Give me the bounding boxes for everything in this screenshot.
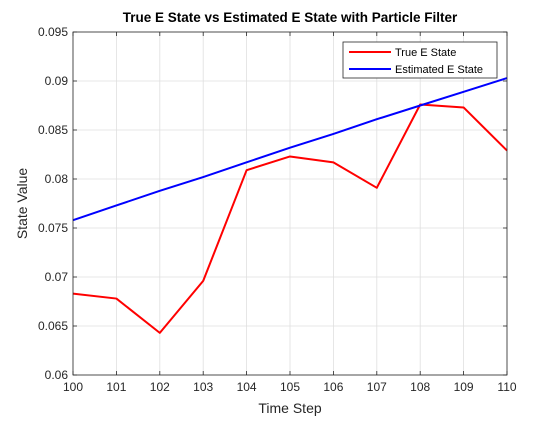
x-axis-label: Time Step: [258, 400, 321, 416]
series-line-true-e-state[interactable]: [72, 103, 508, 334]
x-tick-label: 104: [237, 380, 257, 394]
x-tick-label: 100: [63, 380, 83, 394]
legend-box: [342, 41, 498, 79]
x-tick-label: 101: [106, 380, 126, 394]
legend[interactable]: True E State Estimated E State: [342, 41, 498, 79]
series-lines: [72, 77, 508, 334]
y-axis-label: State Value: [14, 168, 30, 240]
x-tick-label: 102: [150, 380, 170, 394]
y-tick-label: 0.06: [45, 368, 69, 382]
axis-ticks: 100 101 102 103 104 105 106 107 108 109 110 0.06 0.0…: [38, 25, 517, 394]
x-tick-label: 109: [454, 380, 474, 394]
y-tick-label: 0.08: [45, 172, 69, 186]
y-tick-label: 0.095: [38, 25, 68, 39]
legend-label-estimated-e-state: Estimated E State: [395, 64, 483, 76]
y-tick-label: 0.07: [45, 270, 69, 284]
y-tick-label: 0.085: [38, 123, 68, 137]
chart-title: True E State vs Estimated E State with P…: [123, 10, 458, 25]
x-tick-label: 105: [280, 380, 300, 394]
legend-label-true-e-state: True E State: [395, 47, 456, 59]
x-tick-label: 106: [323, 380, 343, 394]
series-line-estimated-e-state[interactable]: [72, 77, 508, 222]
y-tick-label: 0.065: [38, 319, 68, 333]
y-tick-label: 0.075: [38, 221, 68, 235]
y-tick-label: 0.09: [45, 74, 69, 88]
x-tick-label: 110: [497, 380, 516, 394]
x-tick-label: 108: [410, 380, 430, 394]
x-tick-label: 107: [367, 380, 387, 394]
x-tick-label: 103: [193, 380, 213, 394]
